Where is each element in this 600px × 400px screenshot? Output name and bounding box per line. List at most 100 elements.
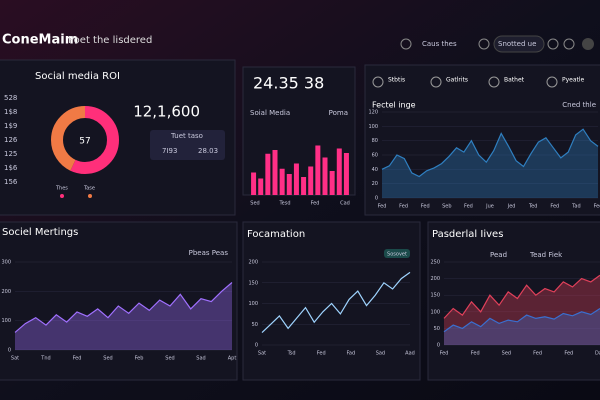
y-tick-label: 20 <box>372 181 378 187</box>
avatar[interactable] <box>582 38 594 50</box>
nav-item[interactable]: Caus thes <box>422 40 457 48</box>
tab[interactable]: Gatlrits <box>446 77 468 84</box>
box-title: Tuet taso <box>170 132 203 140</box>
y-tick-label: 0 <box>255 343 258 349</box>
panel <box>242 221 421 381</box>
x-tick-label: Fed <box>533 351 542 357</box>
bar <box>265 153 271 195</box>
x-tick-label: Fed <box>421 204 430 210</box>
side-label: 1$9 <box>4 122 17 130</box>
panel <box>0 221 238 381</box>
bar <box>336 148 342 195</box>
button[interactable] <box>493 35 545 53</box>
panel-title: Social media ROI <box>35 71 120 82</box>
y-tick-label: 120 <box>368 110 378 116</box>
line <box>443 307 600 333</box>
area <box>15 282 232 350</box>
side-label: 1$6 <box>4 164 18 172</box>
side-label: 156 <box>4 178 18 186</box>
bar <box>301 177 307 195</box>
x-tick-label: Fed <box>73 356 82 362</box>
y-tick-label: 300 <box>1 260 11 266</box>
panel-title: Focamation <box>247 229 305 240</box>
x-tick-label: Fed <box>399 204 408 210</box>
side-label: 1$8 <box>4 108 17 116</box>
bar <box>286 174 292 195</box>
x-tick-label: Fad <box>346 351 355 357</box>
y-tick-label: 50 <box>252 322 258 328</box>
x-tick-label: Tad <box>571 204 580 210</box>
legend-label: Thes <box>55 186 68 192</box>
tagline: Poet the lisdered <box>68 35 152 46</box>
tab[interactable]: Stbtis <box>388 77 405 84</box>
x-tick-label: Apt <box>228 356 237 362</box>
bar <box>308 166 314 195</box>
tab-icon[interactable] <box>372 76 384 88</box>
area <box>444 275 600 345</box>
bar <box>343 153 349 195</box>
y-tick-label: 100 <box>248 301 258 307</box>
bar <box>279 168 285 195</box>
x-tick-label: Fed <box>594 204 600 210</box>
y-tick-label: 100 <box>1 318 11 324</box>
donut-value: 57 <box>79 137 90 147</box>
x-tick-label: Tnd <box>40 356 50 362</box>
x-tick-label: Fed <box>440 351 449 357</box>
x-tick-label: Fed <box>311 201 320 207</box>
panel <box>242 66 356 196</box>
x-tick-label: Sed <box>103 356 112 362</box>
y-tick-label: 100 <box>430 309 440 315</box>
donut-segment <box>51 106 119 174</box>
total: 12,1,600 <box>133 103 200 121</box>
line <box>381 128 599 178</box>
legend: Pead <box>490 251 507 259</box>
x-tick-label: Sad <box>196 356 205 362</box>
x-tick-label: Sed <box>165 356 174 362</box>
y-tick-label: 60 <box>372 153 378 159</box>
y-tick-label: 50 <box>434 326 440 332</box>
tab-icon[interactable] <box>488 76 500 88</box>
x-tick-label: Sad <box>376 351 385 357</box>
x-tick-label: Jue <box>485 204 494 210</box>
x-tick-label: Fed <box>378 204 387 210</box>
y-tick-label: 40 <box>372 167 378 173</box>
y-tick-label: 80 <box>372 138 378 144</box>
x-tick-label: Tesd <box>278 201 290 207</box>
x-tick-label: Dad <box>595 351 600 357</box>
panel-title: Pasderlal Iives <box>432 229 503 240</box>
legend: Pbeas Peas <box>189 249 229 257</box>
box-item: 7I93 <box>162 147 177 155</box>
tab-icon[interactable] <box>546 76 558 88</box>
bar <box>251 172 257 195</box>
icon[interactable] <box>563 38 575 50</box>
y-tick-label: 0 <box>375 196 378 202</box>
x-tick-label: Fed <box>564 351 573 357</box>
side-label: 125 <box>4 150 17 158</box>
x-tick-label: Sed <box>502 351 511 357</box>
x-tick-label: Cad <box>340 201 350 207</box>
brand: ConeMaim <box>2 33 78 48</box>
y-tick-label: 200 <box>430 276 440 282</box>
tab[interactable]: Pyeatle <box>562 77 585 84</box>
bar <box>293 163 299 195</box>
x-tick-label: Seb <box>442 204 451 210</box>
button-label[interactable]: Snotted ue <box>498 40 536 48</box>
tab[interactable]: Bathet <box>504 77 525 84</box>
area <box>444 308 600 345</box>
y-tick-label: 150 <box>248 280 258 286</box>
bar <box>322 157 328 195</box>
line <box>14 282 233 333</box>
panel-title: Fectel inge <box>372 101 416 110</box>
icon[interactable] <box>400 38 412 50</box>
box-item: 28.03 <box>198 147 218 155</box>
x-tick-label: Feb <box>135 356 144 362</box>
icon[interactable] <box>547 38 559 50</box>
bar <box>258 178 264 195</box>
tab-icon[interactable] <box>430 76 442 88</box>
bar <box>329 171 335 195</box>
x-tick-label: Tsd <box>287 351 296 357</box>
line <box>443 274 600 319</box>
icon[interactable] <box>478 38 490 50</box>
legend: Tead Fiek <box>529 251 563 259</box>
